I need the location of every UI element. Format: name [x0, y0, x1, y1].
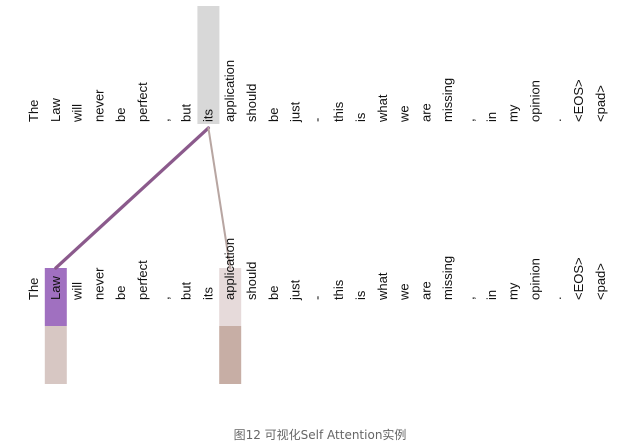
attention-visualization: The Law will never be perfect, but its applicati… — [26, 6, 608, 384]
key-token: but — [179, 282, 194, 300]
key-token: Law — [48, 276, 63, 300]
query-token: perfect — [135, 82, 150, 122]
query-token: <pad> — [593, 85, 608, 122]
key-token: , — [157, 296, 172, 300]
query-token: opinion — [527, 80, 542, 122]
query-token: be — [113, 108, 128, 122]
query-token: will — [70, 104, 85, 123]
key-token-row: The Law will never be perfect, but its applicati… — [26, 238, 608, 301]
query-token: in — [484, 112, 499, 122]
key-token: <pad> — [593, 263, 608, 300]
query-token: its — [200, 109, 215, 123]
attention-link — [54, 126, 211, 270]
key-highlight-bottom — [44, 326, 67, 384]
key-token: my — [506, 282, 521, 300]
key-token: its — [200, 287, 215, 301]
query-token: Law — [48, 98, 63, 122]
query-highlight — [197, 6, 220, 124]
key-token: never — [91, 267, 106, 300]
key-token: are — [418, 281, 433, 300]
query-token-row: The Law will never be perfect, but its applicati… — [26, 60, 608, 123]
figure-caption: 图12 可视化Self Attention实例 — [233, 428, 407, 442]
key-token: what — [375, 272, 390, 301]
key-token: will — [70, 282, 85, 301]
attention-lines — [54, 126, 232, 270]
query-token: missing — [440, 78, 455, 122]
key-token: The — [26, 278, 41, 300]
query-token: just — [288, 101, 303, 123]
query-token: , — [157, 118, 172, 122]
query-token: application — [222, 60, 237, 122]
key-highlight-top — [219, 268, 242, 326]
key-token: missing — [440, 256, 455, 300]
highlight-layer — [44, 6, 242, 384]
key-token: in — [484, 290, 499, 300]
key-token: perfect — [135, 260, 150, 300]
key-token: be — [266, 286, 281, 300]
query-token: <EOS> — [571, 79, 586, 122]
query-token: never — [91, 89, 106, 122]
query-token: this — [331, 101, 346, 122]
key-token: - — [309, 296, 324, 300]
key-highlight-top — [44, 268, 67, 326]
key-token: opinion — [527, 258, 542, 300]
query-token: we — [397, 105, 412, 123]
query-token: should — [244, 84, 259, 122]
query-token: be — [266, 108, 281, 122]
query-token: are — [418, 103, 433, 122]
query-token: is — [353, 112, 368, 122]
attention-link — [207, 126, 232, 270]
key-token: should — [244, 262, 259, 300]
query-token: my — [506, 104, 521, 122]
key-highlight-bottom — [219, 326, 242, 384]
key-token: , — [462, 296, 477, 300]
key-token: this — [331, 279, 346, 300]
query-token: what — [375, 94, 390, 123]
query-token: - — [309, 118, 324, 122]
query-token: . — [549, 118, 564, 122]
query-token: The — [26, 100, 41, 122]
key-token: . — [549, 296, 564, 300]
key-token: <EOS> — [571, 257, 586, 300]
query-token: , — [462, 118, 477, 122]
query-token: but — [179, 104, 194, 122]
key-token: we — [397, 283, 412, 301]
key-token: just — [288, 279, 303, 301]
key-token: be — [113, 286, 128, 300]
key-token: application — [222, 238, 237, 300]
key-token: is — [353, 290, 368, 300]
